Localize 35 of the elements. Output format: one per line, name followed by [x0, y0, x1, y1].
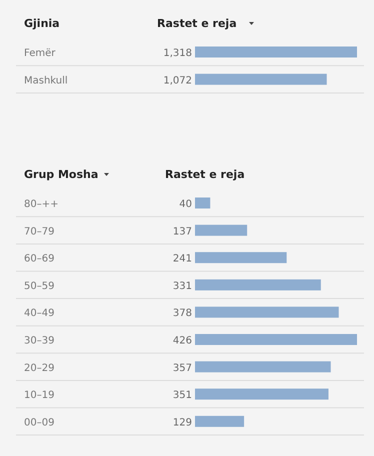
data-label: 129	[172, 417, 192, 428]
data-label: 351	[172, 390, 192, 402]
bar	[195, 252, 287, 264]
y-tick-label: 60–69	[24, 254, 54, 265]
data-label: 357	[172, 362, 192, 374]
bar	[195, 198, 210, 208]
y-tick-label: 00–09	[24, 417, 54, 428]
bar	[195, 416, 244, 427]
y-tick-label: 30–39	[24, 336, 54, 346]
y-tick-label: 80–++	[24, 199, 58, 210]
data-label: 1,072	[163, 75, 192, 86]
bar	[195, 361, 331, 372]
bar	[195, 334, 357, 345]
bar	[195, 224, 248, 236]
data-label: 426	[172, 336, 192, 346]
bar	[195, 279, 321, 290]
y-axis-title: Gjinia	[24, 17, 60, 30]
x-axis-title: Rastet e reja	[157, 17, 237, 30]
y-tick-label: 20–29	[24, 362, 54, 374]
y-tick-label: 50–59	[24, 280, 54, 292]
data-label: 378	[172, 308, 192, 320]
y-axis-title: Grup Mosha	[24, 168, 98, 181]
data-label: 1,318	[163, 48, 192, 59]
data-label: 40	[179, 199, 192, 210]
y-tick-label: Mashkull	[24, 75, 68, 86]
y-tick-label: 40–49	[24, 308, 54, 320]
bar	[195, 306, 339, 318]
x-axis-title: Rastet e reja	[165, 168, 245, 181]
y-tick-label: 70–79	[24, 226, 54, 238]
data-label: 331	[172, 280, 192, 292]
y-tick-label: Femër	[24, 48, 56, 59]
data-label: 137	[172, 226, 192, 238]
bar	[195, 388, 328, 400]
data-label: 241	[172, 254, 192, 265]
y-tick-label: 10–19	[24, 390, 54, 402]
